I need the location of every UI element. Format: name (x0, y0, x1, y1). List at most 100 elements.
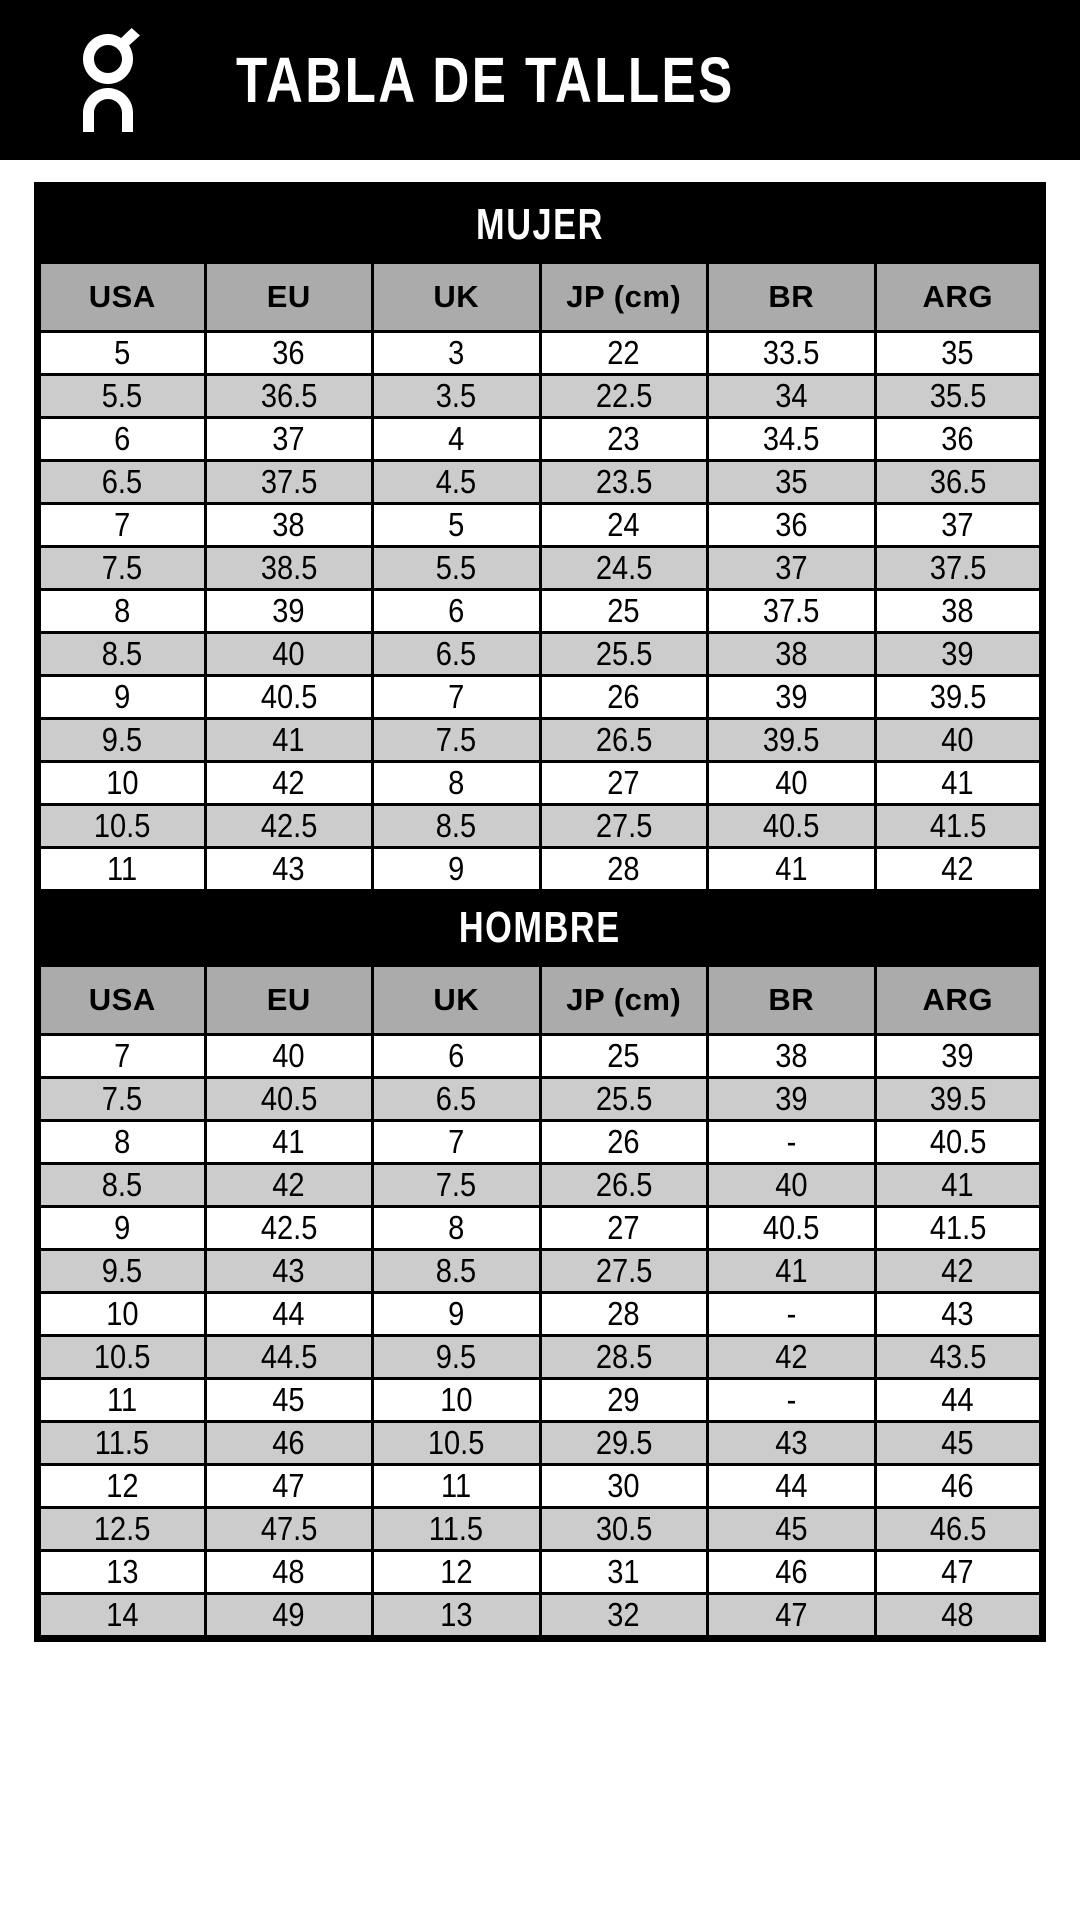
table-cell: 11 (36, 846, 207, 892)
cell-value: 3.5 (436, 377, 477, 414)
table-cell: 37.5 (203, 459, 374, 505)
table-cell: 41 (873, 1162, 1044, 1208)
table-cell: 9 (371, 1291, 542, 1337)
table-cell: 10 (36, 1291, 207, 1337)
table-cell: 6.5 (371, 631, 542, 677)
table-cell: 40 (203, 1033, 374, 1079)
table-row: 7.5 40.5 6.5 25.5 39 39.5 (36, 1076, 1044, 1122)
table-cell: 25 (538, 1033, 709, 1079)
table-cell: 36.5 (873, 459, 1044, 505)
table-row: 10.5 42.5 8.5 27.5 40.5 41.5 (36, 803, 1044, 849)
column-header-arg: ARG (873, 261, 1044, 333)
section-title-label: HOMBRE (459, 903, 621, 952)
table-row: 11.5 46 10.5 29.5 43 45 (36, 1420, 1044, 1466)
table-cell: 4 (371, 416, 542, 462)
table-cell: 29.5 (538, 1420, 709, 1466)
table-cell: 45 (706, 1506, 877, 1552)
cell-value: 45 (775, 1510, 808, 1547)
cell-value: 7 (114, 506, 131, 543)
cell-value: 42 (941, 850, 974, 887)
table-cell: 22.5 (538, 373, 709, 419)
cell-value: 25 (607, 592, 640, 629)
table-cell: 38 (706, 1033, 877, 1079)
table-cell: 41 (706, 1248, 877, 1294)
cell-value: 44.5 (260, 1338, 318, 1375)
cell-value: 45 (941, 1424, 974, 1461)
table-cell: 13 (36, 1549, 207, 1595)
table-cell: 44.5 (203, 1334, 374, 1380)
table-cell: 39 (706, 674, 877, 720)
cell-value: 8.5 (436, 807, 477, 844)
cell-value: 27.5 (595, 807, 653, 844)
cell-value: 46 (775, 1553, 808, 1590)
table-cell: 25.5 (538, 631, 709, 677)
table-cell: 36 (203, 330, 374, 376)
table-cell: 41.5 (873, 803, 1044, 849)
table-cell: 47 (706, 1592, 877, 1640)
table-cell: 41 (873, 760, 1044, 806)
cell-value: 8 (114, 1123, 131, 1160)
cell-value: 37 (941, 506, 974, 543)
table-cell: 8.5 (36, 631, 207, 677)
column-header-row: USA EU UK JP (cm) BR ARG (36, 964, 1044, 1036)
column-header-br: BR (706, 261, 877, 333)
table-row: 5.5 36.5 3.5 22.5 34 35.5 (36, 373, 1044, 419)
table-cell: 47 (873, 1549, 1044, 1595)
cell-value: 36 (941, 420, 974, 457)
column-header-jp-cm: JP (cm) (538, 261, 709, 333)
table-cell: 11 (371, 1463, 542, 1509)
table-cell: 11.5 (371, 1506, 542, 1552)
cell-value: 10 (440, 1381, 473, 1418)
cell-value: 9 (114, 1209, 131, 1246)
table-cell: 8 (371, 760, 542, 806)
table-cell: 44 (706, 1463, 877, 1509)
table-cell: 12.5 (36, 1506, 207, 1552)
table-cell: 26 (538, 674, 709, 720)
cell-value: 30 (607, 1467, 640, 1504)
table-cell: 47.5 (203, 1506, 374, 1552)
table-cell: 42 (706, 1334, 877, 1380)
cell-value: 36 (272, 334, 305, 371)
column-header-row: USA EU UK JP (cm) BR ARG (36, 261, 1044, 333)
cell-value: 37.5 (260, 463, 318, 500)
table-cell: 6 (371, 1033, 542, 1079)
cell-value: 40.5 (929, 1123, 987, 1160)
table-cell: 38 (203, 502, 374, 548)
table-cell: 43 (203, 1248, 374, 1294)
table-cell: 39.5 (873, 674, 1044, 720)
cell-value: 26.5 (595, 721, 653, 758)
cell-value: 8.5 (436, 1252, 477, 1289)
cell-value: 42.5 (260, 1209, 318, 1246)
cell-value: 23 (607, 420, 640, 457)
cell-value: 25.5 (595, 635, 653, 672)
cell-value: 12 (440, 1553, 473, 1590)
table-cell: 10.5 (371, 1420, 542, 1466)
table-cell: 26.5 (538, 1162, 709, 1208)
table-cell: 25.5 (538, 1076, 709, 1122)
cell-value: 25 (607, 1037, 640, 1074)
cell-value: 43.5 (929, 1338, 987, 1375)
cell-value: 37.5 (762, 592, 820, 629)
table-cell: 46 (706, 1549, 877, 1595)
table-cell: 9 (36, 674, 207, 720)
table-row: 11 45 10 29 - 44 (36, 1377, 1044, 1423)
table-cell: 42 (203, 760, 374, 806)
cell-value: 48 (941, 1596, 974, 1633)
table-cell: 37.5 (706, 588, 877, 634)
table-cell: 34.5 (706, 416, 877, 462)
table-cell: 32 (538, 1592, 709, 1640)
table-cell: 43 (873, 1291, 1044, 1337)
column-header-arg: ARG (873, 964, 1044, 1036)
cell-value: 5.5 (102, 377, 143, 414)
table-cell: 7.5 (371, 717, 542, 763)
cell-value: 39.5 (929, 678, 987, 715)
cell-value: 4.5 (436, 463, 477, 500)
table-cell: - (706, 1291, 877, 1337)
table-cell: 9.5 (371, 1334, 542, 1380)
cell-value: 46.5 (929, 1510, 987, 1547)
page-banner: TABLA DE TALLES (0, 0, 1080, 160)
table-cell: 36 (873, 416, 1044, 462)
table-cell: 27 (538, 760, 709, 806)
table-cell: 39.5 (706, 717, 877, 763)
table-cell: 37 (203, 416, 374, 462)
